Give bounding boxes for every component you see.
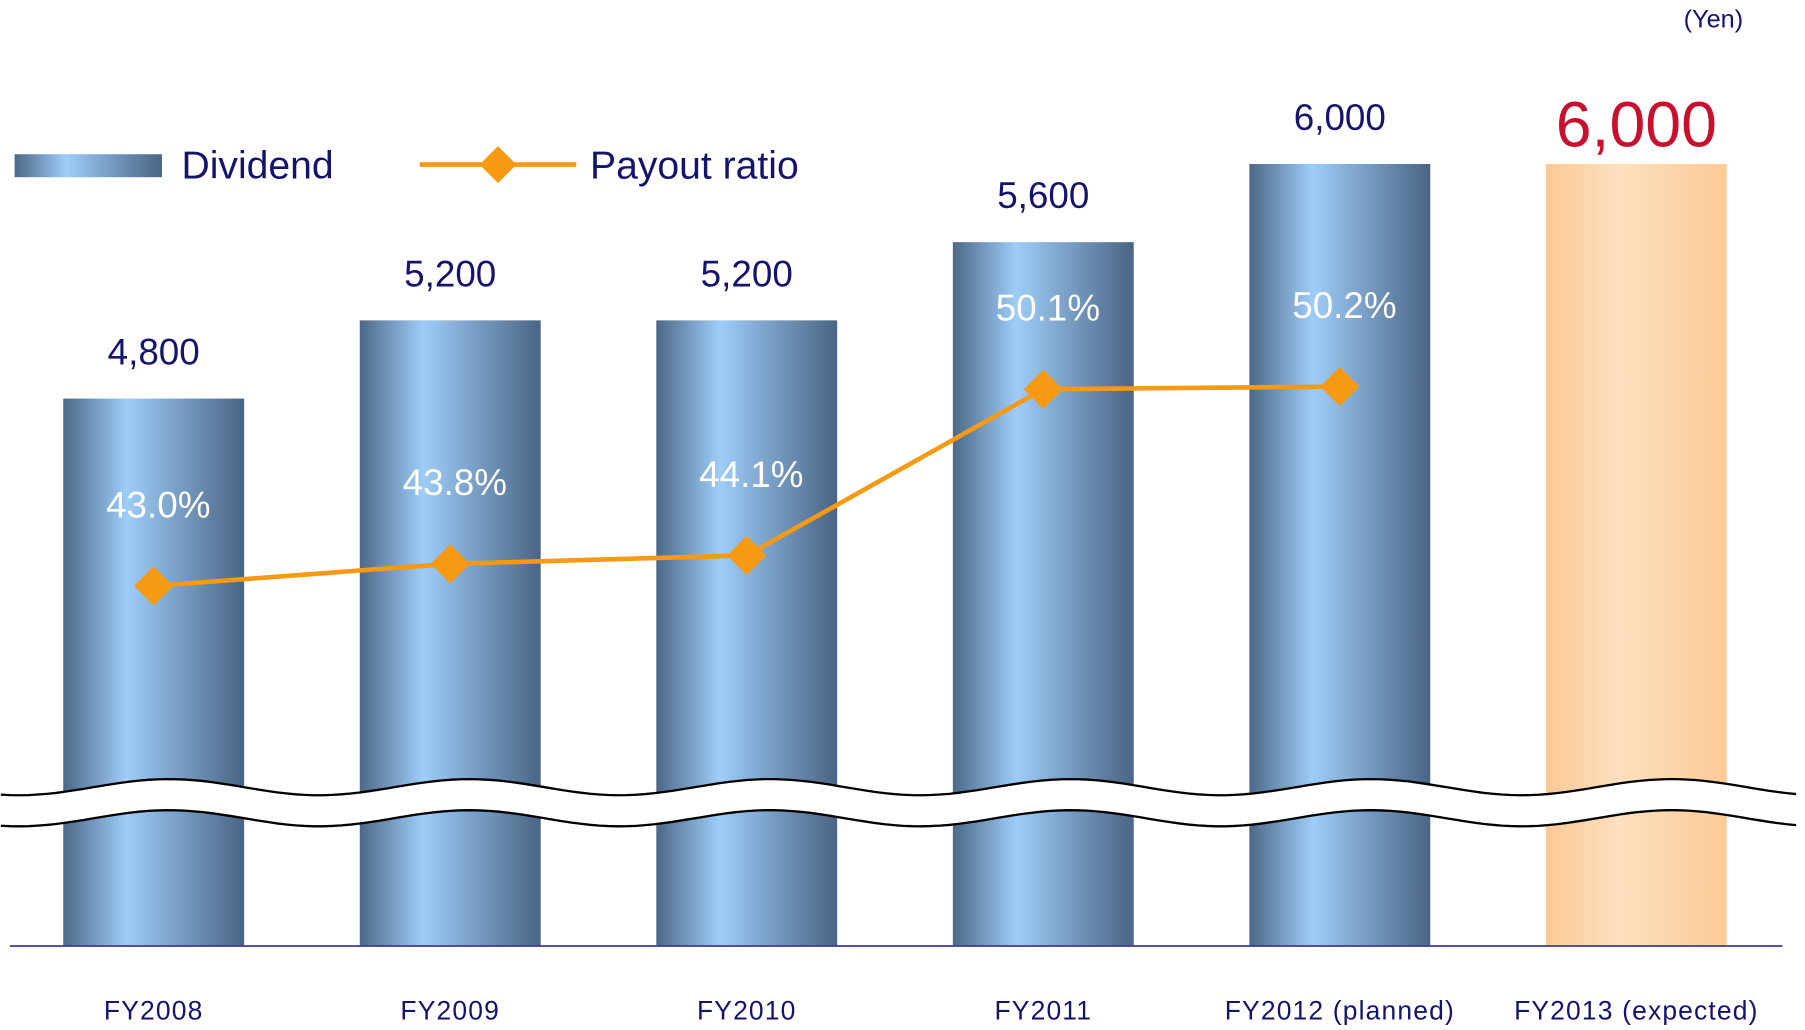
break-line: [0, 777, 1797, 797]
line-value-label: 43.8%: [403, 462, 507, 503]
line-marker: [1320, 366, 1360, 407]
bar-value-label: 5,600: [997, 175, 1089, 216]
x-tick-label: FY2008: [104, 996, 204, 1026]
x-tick-label: FY2010: [697, 996, 797, 1026]
bar: [1249, 163, 1431, 946]
bar: [359, 320, 541, 946]
x-tick-label: FY2012 (planned): [1225, 996, 1455, 1026]
line-value-label: 50.1%: [996, 288, 1100, 329]
bar-value-label: 6,000: [1294, 97, 1386, 138]
line-value-label: 50.2%: [1292, 285, 1396, 326]
break-band: [0, 779, 1805, 827]
bar-value-label: 4,800: [108, 332, 200, 373]
line-value-label: 44.1%: [699, 454, 803, 495]
line-marker: [727, 535, 767, 576]
bar-value-label: 6,000: [1556, 88, 1717, 160]
overlay: FY2008 FY2009 FY2010 FY2011 FY2012 (planned)…: [14, 88, 1759, 1026]
legend-label: Payout ratio: [590, 144, 799, 187]
x-tick-label: FY2009: [400, 996, 500, 1026]
bar: [63, 398, 245, 946]
legend-swatch: [14, 154, 162, 178]
bar: [1545, 163, 1727, 946]
legend-swatch: [479, 146, 517, 183]
line-value-label: 43.0%: [106, 484, 210, 525]
axis-break: [0, 777, 1805, 828]
break-line: [0, 809, 1797, 828]
bar-value-label: 5,200: [701, 253, 793, 294]
unit-label: (Yen): [1684, 5, 1744, 33]
bar-value-label: 5,200: [404, 253, 496, 294]
x-tick-label: FY2013 (expected): [1514, 996, 1759, 1026]
bar: [952, 242, 1134, 946]
x-tick-label: FY2011: [994, 996, 1092, 1026]
bar: [656, 320, 838, 946]
bars: [63, 163, 1727, 946]
legend-label: Dividend: [182, 144, 334, 187]
